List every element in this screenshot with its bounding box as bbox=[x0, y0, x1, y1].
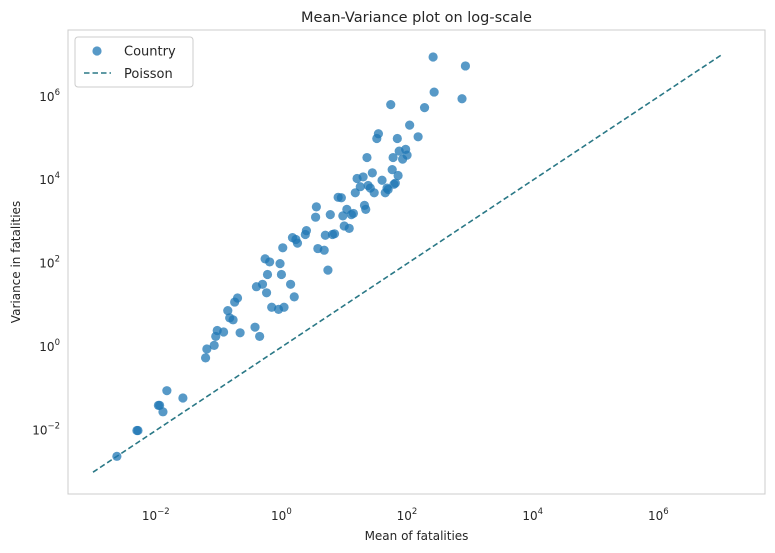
country-point bbox=[373, 129, 384, 139]
country-point bbox=[383, 184, 393, 195]
country-point bbox=[390, 178, 400, 188]
legend-country-label: Country bbox=[124, 45, 176, 60]
country-point bbox=[350, 188, 360, 198]
x-tick-label: 104 bbox=[522, 507, 543, 523]
chart-title: Mean-Variance plot on log-scale bbox=[301, 10, 532, 26]
country-point bbox=[319, 245, 329, 255]
country-point bbox=[348, 208, 359, 219]
country-point bbox=[419, 103, 430, 113]
country-point bbox=[278, 243, 288, 253]
country-point bbox=[223, 305, 233, 316]
country-point bbox=[392, 133, 402, 144]
country-point bbox=[320, 230, 330, 240]
country-point bbox=[405, 120, 415, 130]
country-point bbox=[301, 226, 312, 236]
country-point bbox=[255, 331, 265, 342]
country-point bbox=[413, 132, 423, 142]
x-tick-label: 10−2 bbox=[142, 507, 170, 523]
country-point bbox=[232, 293, 243, 303]
country-point bbox=[275, 259, 285, 269]
legend-country-marker bbox=[92, 46, 102, 56]
country-point bbox=[429, 87, 439, 97]
country-point bbox=[112, 451, 122, 461]
y-tick-label: 100 bbox=[39, 338, 60, 354]
plot-area bbox=[67, 29, 766, 495]
country-point bbox=[428, 52, 438, 62]
y-axis-title: Variance in fatalities bbox=[9, 201, 23, 323]
country-point bbox=[362, 152, 372, 163]
country-point bbox=[387, 164, 397, 175]
x-axis-title: Mean of fatalities bbox=[365, 529, 469, 543]
country-point bbox=[218, 327, 229, 337]
poisson-line-layer bbox=[92, 54, 722, 473]
y-tick-label: 106 bbox=[39, 88, 60, 104]
country-point bbox=[292, 238, 303, 248]
country-point bbox=[289, 292, 299, 302]
country-point bbox=[265, 257, 275, 267]
country-point bbox=[286, 279, 296, 289]
country-point bbox=[178, 393, 188, 403]
country-point bbox=[162, 386, 172, 396]
country-point bbox=[386, 100, 396, 110]
country-point bbox=[367, 168, 377, 178]
country-point bbox=[344, 223, 354, 233]
poisson-line bbox=[92, 54, 722, 473]
country-point bbox=[311, 202, 321, 212]
country-point bbox=[325, 210, 335, 220]
country-point bbox=[228, 315, 238, 325]
country-point bbox=[460, 61, 471, 71]
x-tick-label: 106 bbox=[648, 507, 669, 523]
country-point bbox=[257, 279, 268, 289]
country-point bbox=[250, 322, 260, 332]
country-point bbox=[393, 170, 403, 181]
country-point bbox=[133, 425, 143, 436]
y-tick-labels: 10−2 100 102 104 106 bbox=[32, 88, 60, 438]
country-point bbox=[369, 188, 379, 198]
country-point bbox=[358, 172, 368, 182]
y-tick-label: 10−2 bbox=[32, 422, 60, 438]
points-layer bbox=[112, 52, 471, 461]
y-tick-label: 102 bbox=[39, 255, 60, 271]
legend-box bbox=[74, 36, 194, 88]
country-point bbox=[262, 269, 273, 280]
country-point bbox=[311, 212, 321, 222]
x-tick-labels: 10−2 100 102 104 106 bbox=[142, 507, 669, 523]
country-point bbox=[276, 269, 287, 280]
country-point bbox=[323, 265, 333, 275]
country-point bbox=[377, 175, 387, 185]
x-tick-label: 102 bbox=[397, 507, 418, 523]
country-point bbox=[279, 302, 289, 312]
country-point bbox=[361, 204, 371, 214]
country-point bbox=[402, 150, 412, 160]
country-point bbox=[202, 344, 212, 354]
country-point bbox=[329, 229, 340, 239]
country-point bbox=[388, 152, 398, 163]
country-point bbox=[200, 353, 211, 363]
legend: Country Poisson bbox=[74, 36, 194, 88]
legend-poisson-label: Poisson bbox=[124, 67, 173, 82]
country-point bbox=[261, 288, 272, 298]
country-point bbox=[355, 182, 365, 192]
x-tick-label: 100 bbox=[271, 507, 292, 523]
country-point bbox=[235, 328, 245, 338]
country-point bbox=[209, 340, 219, 350]
country-point bbox=[158, 407, 168, 417]
country-point bbox=[336, 193, 346, 203]
country-point bbox=[457, 94, 467, 104]
y-tick-label: 104 bbox=[39, 171, 60, 187]
